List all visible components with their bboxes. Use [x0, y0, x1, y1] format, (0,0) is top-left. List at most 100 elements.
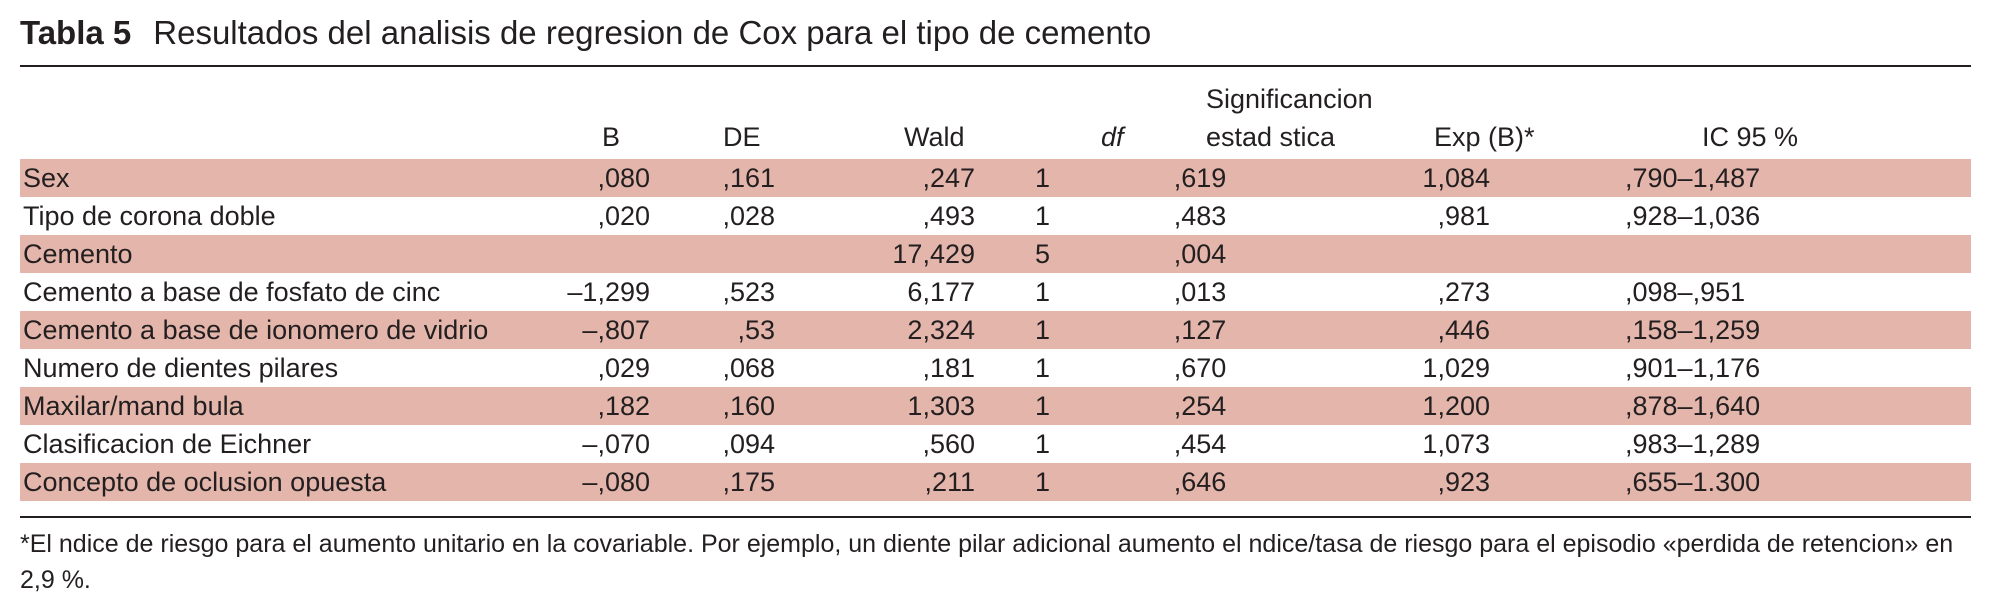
cell-wald: 1,303	[775, 387, 975, 425]
table-number: Tabla 5	[20, 14, 132, 51]
header-expb: Exp (B)*	[1434, 122, 1535, 152]
cell-de: ,160	[650, 387, 775, 425]
table-row: Cemento a base de ionomero de vidrio –,80…	[20, 311, 1971, 349]
cell-expb: ,981	[1437, 200, 1490, 231]
cell-spacer	[1490, 311, 1625, 349]
cell-sig: ,013	[1173, 276, 1227, 307]
header-de: DE	[723, 122, 761, 152]
top-rule	[20, 65, 1971, 67]
table-row: Clasificacion de Eichner –,070 ,094 ,560 1 ,4…	[20, 425, 1971, 463]
cell-variable: Clasificacion de Eichner	[23, 428, 312, 459]
cell-ic: ,983–1,289	[1625, 428, 1761, 459]
cell-ic: ,098–,951	[1625, 276, 1746, 307]
cell-de: ,53	[650, 311, 775, 349]
table-caption: Resultados del analisis de regresion de …	[153, 14, 1152, 51]
cell-variable: Concepto de oclusion opuesta	[20, 463, 530, 501]
cell-df: 1	[1034, 200, 1051, 231]
cell-wald: ,560	[922, 428, 975, 459]
header-significance-line1: Significancion	[1206, 84, 1373, 114]
cell-wald: ,181	[922, 352, 975, 383]
cell-expb: 1,073	[1422, 428, 1490, 459]
cell-spacer	[1490, 425, 1625, 463]
cell-wald: 2,324	[775, 311, 975, 349]
cell-sig: ,646	[1110, 463, 1290, 501]
table-title: Tabla 5 Resultados del analisis de regres…	[20, 14, 1151, 52]
cell-df: 1	[975, 387, 1110, 425]
cell-wald: ,211	[775, 463, 975, 501]
cell-b: –1,299	[567, 276, 650, 307]
cell-b	[530, 235, 650, 273]
cell-df: 1	[1034, 428, 1051, 459]
cell-b: –,080	[530, 463, 650, 501]
cell-spacer	[1490, 273, 1625, 311]
cell-df: 1	[975, 311, 1110, 349]
cell-spacer	[1490, 197, 1625, 235]
cell-expb: 1,029	[1422, 352, 1490, 383]
table-row: Sex ,080,161,247 1,619 1,084 ,790–1,487	[20, 159, 1971, 197]
table-row: Numero de dientes pilares ,029 ,068 ,181 1 ,6…	[20, 349, 1971, 387]
cell-variable: Sex	[20, 159, 530, 197]
cell-ic: ,790–1,487	[1625, 159, 1971, 197]
cell-spacer	[1490, 349, 1625, 387]
cell-wald: 6,177	[907, 276, 975, 307]
cell-variable: Cemento	[20, 235, 530, 273]
cell-de: ,175	[650, 463, 775, 501]
header-b: B	[602, 122, 621, 152]
cell-b: ,080	[530, 159, 650, 197]
cell-ic: ,655–1.300	[1625, 463, 1971, 501]
cell-de	[650, 235, 775, 273]
table-row: Concepto de oclusion opuesta –,080,175,21…	[20, 463, 1971, 501]
cell-b: –,807	[530, 311, 650, 349]
cell-variable: Maxilar/mand bula	[20, 387, 530, 425]
cell-sig: ,127	[1110, 311, 1290, 349]
cell-wald: ,247	[775, 159, 975, 197]
header-ci: IC 95 %	[1702, 122, 1799, 152]
bottom-rule	[20, 516, 1971, 518]
table-row: Maxilar/mand bula ,182,160 1,303 1,254 1,200…	[20, 387, 1971, 425]
cell-expb: 1,084	[1290, 159, 1490, 197]
cell-de: ,028	[722, 200, 775, 231]
cell-variable: Cemento a base de ionomero de vidrio	[20, 311, 530, 349]
cell-spacer	[1490, 159, 1625, 197]
cell-variable: Numero de dientes pilares	[23, 352, 339, 383]
cell-sig: ,254	[1110, 387, 1290, 425]
table-row: Cemento a base de fosfato de cinc –1,299,…	[20, 273, 1971, 311]
cell-de: ,161	[650, 159, 775, 197]
cell-b: ,182	[530, 387, 650, 425]
cell-expb: ,273	[1437, 276, 1490, 307]
cell-df: 1	[1034, 352, 1051, 383]
cell-df: 1	[975, 159, 1110, 197]
cell-wald: ,493	[922, 200, 975, 231]
cell-expb: ,923	[1290, 463, 1490, 501]
cell-spacer	[1490, 463, 1625, 501]
cell-variable: Cemento a base de fosfato de cinc	[23, 276, 441, 307]
cell-sig: ,004	[1110, 235, 1290, 273]
cell-de: ,094	[722, 428, 775, 459]
cell-sig: ,670	[1173, 352, 1227, 383]
cox-regression-table: Sex ,080,161,247 1,619 1,084,790–1,487 Tipo …	[20, 159, 1971, 501]
table-header: B DE Wald df Significancion estad stica …	[20, 84, 1971, 156]
cell-sig: ,619	[1110, 159, 1290, 197]
cell-ic	[1625, 235, 1971, 273]
cell-variable: Tipo de corona doble	[23, 200, 276, 231]
table-row: Cemento 17,429 5,004	[20, 235, 1971, 273]
cell-df: 1	[1034, 276, 1051, 307]
cell-b: –,070	[582, 428, 650, 459]
cell-ic: ,901–1,176	[1625, 352, 1761, 383]
header-significance-line2: estad stica	[1206, 122, 1336, 152]
cell-expb: ,446	[1290, 311, 1490, 349]
header-wald: Wald	[904, 122, 965, 152]
cell-ic: ,158–1,259	[1625, 311, 1971, 349]
cell-sig: ,454	[1173, 428, 1227, 459]
header-df: df	[1101, 122, 1124, 152]
cell-b: ,020	[597, 200, 650, 231]
table-footnote: *El ndice de riesgo para el aumento unit…	[20, 530, 1954, 594]
table-row: Tipo de corona doble ,020 ,028 ,493 1 ,483 ,98…	[20, 197, 1971, 235]
cell-spacer	[1490, 235, 1625, 273]
cell-spacer	[1490, 387, 1625, 425]
cell-b: ,029	[597, 352, 650, 383]
cell-de: ,523	[722, 276, 775, 307]
cell-wald: 17,429	[775, 235, 975, 273]
cell-ic: ,878–1,640	[1625, 387, 1971, 425]
cell-ic: ,928–1,036	[1625, 200, 1761, 231]
